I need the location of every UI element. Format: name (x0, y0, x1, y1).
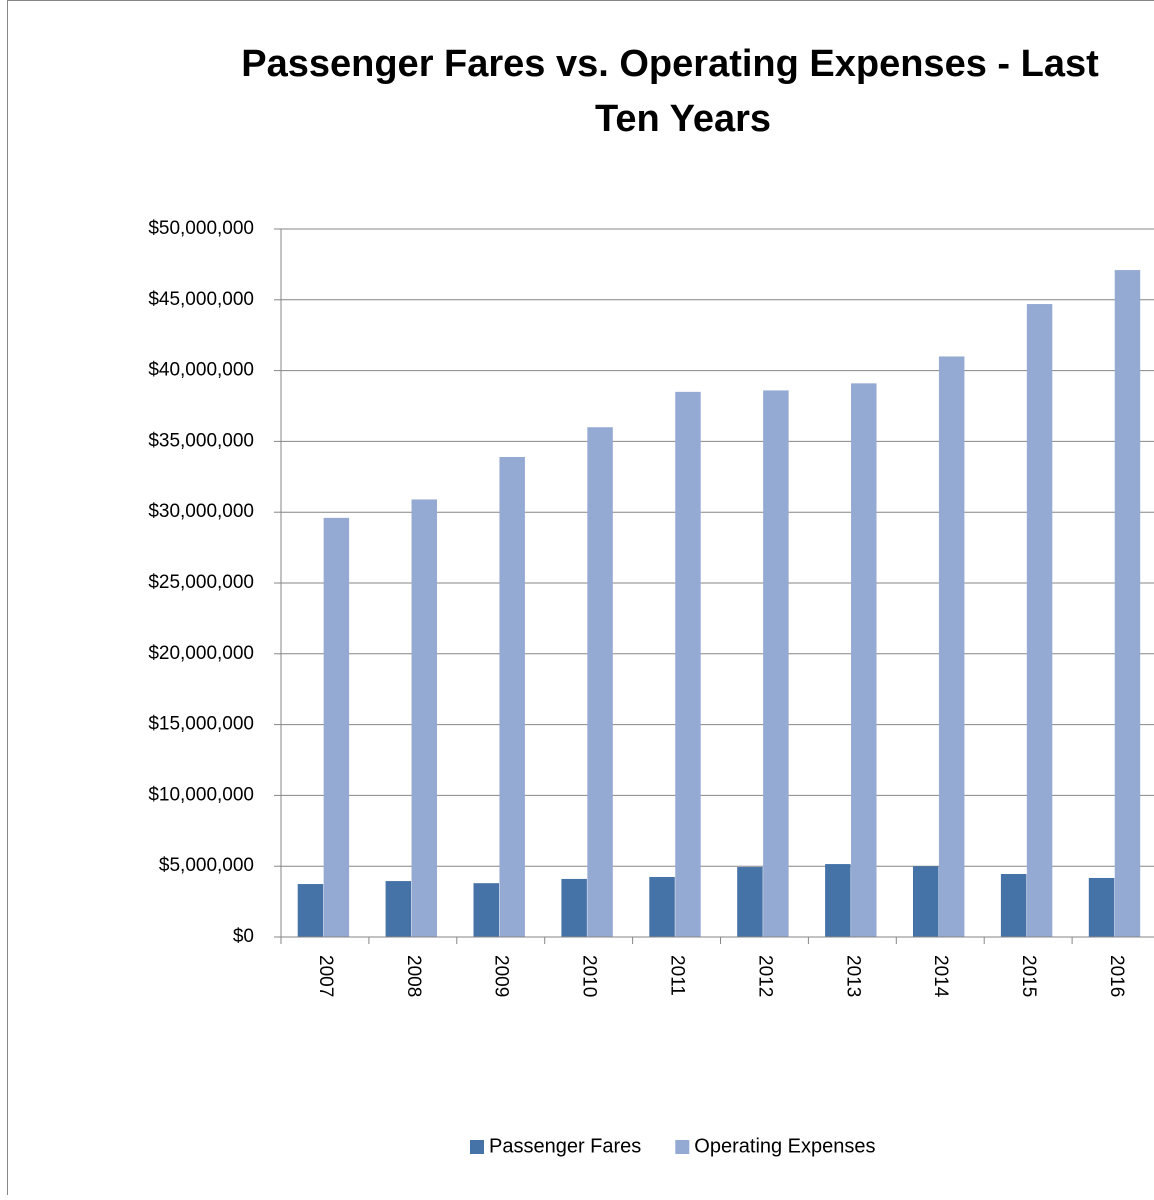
y-tick-label: $25,000,000 (148, 572, 254, 593)
bar (737, 867, 762, 937)
bar (763, 390, 788, 937)
y-tick-label: $15,000,000 (148, 714, 254, 735)
chart-title: Passenger Fares vs. Operating Expenses -… (241, 43, 1099, 140)
bar (1027, 304, 1052, 937)
bar (913, 866, 938, 937)
bar (1001, 874, 1026, 937)
bar (939, 356, 964, 937)
y-tick-label: $0 (233, 926, 254, 947)
y-tick-label: $20,000,000 (148, 643, 254, 664)
y-tick-label: $10,000,000 (148, 784, 254, 805)
y-tick-label: $45,000,000 (148, 289, 254, 310)
bar (386, 881, 411, 937)
bar (324, 518, 349, 937)
y-tick-label: $5,000,000 (159, 855, 254, 876)
x-tick-label: 2013 (842, 955, 863, 997)
y-tick-label: $50,000,000 (148, 218, 254, 239)
bar (851, 383, 876, 937)
x-tick-label: 2016 (1106, 955, 1127, 997)
chart-border (8, 1, 1154, 1196)
legend-swatch (470, 1140, 484, 1154)
legend-label: Passenger Fares (489, 1135, 641, 1157)
x-tick-label: 2011 (667, 955, 688, 996)
x-tick-label: 2008 (403, 955, 424, 997)
x-tick-label: 2010 (579, 955, 600, 997)
x-tick-label: 2012 (754, 955, 775, 997)
bar (1089, 878, 1114, 937)
bar (649, 877, 674, 937)
bar (675, 392, 700, 937)
y-tick-label: $30,000,000 (148, 501, 254, 522)
bar (1115, 270, 1140, 937)
y-tick-label: $40,000,000 (148, 360, 254, 381)
legend-label: Operating Expenses (694, 1135, 875, 1157)
y-tick-label: $35,000,000 (148, 430, 254, 451)
bar (825, 864, 850, 937)
x-tick-label: 2015 (1018, 955, 1039, 997)
x-tick-label: 2007 (315, 955, 336, 997)
bar (298, 884, 323, 937)
legend-swatch (675, 1140, 689, 1154)
x-tick-label: 2009 (491, 955, 512, 997)
bar (587, 427, 612, 937)
bar (499, 457, 524, 937)
x-tick-label: 2014 (930, 955, 951, 998)
bar (474, 883, 499, 937)
bar (561, 879, 586, 937)
bar (412, 499, 437, 937)
